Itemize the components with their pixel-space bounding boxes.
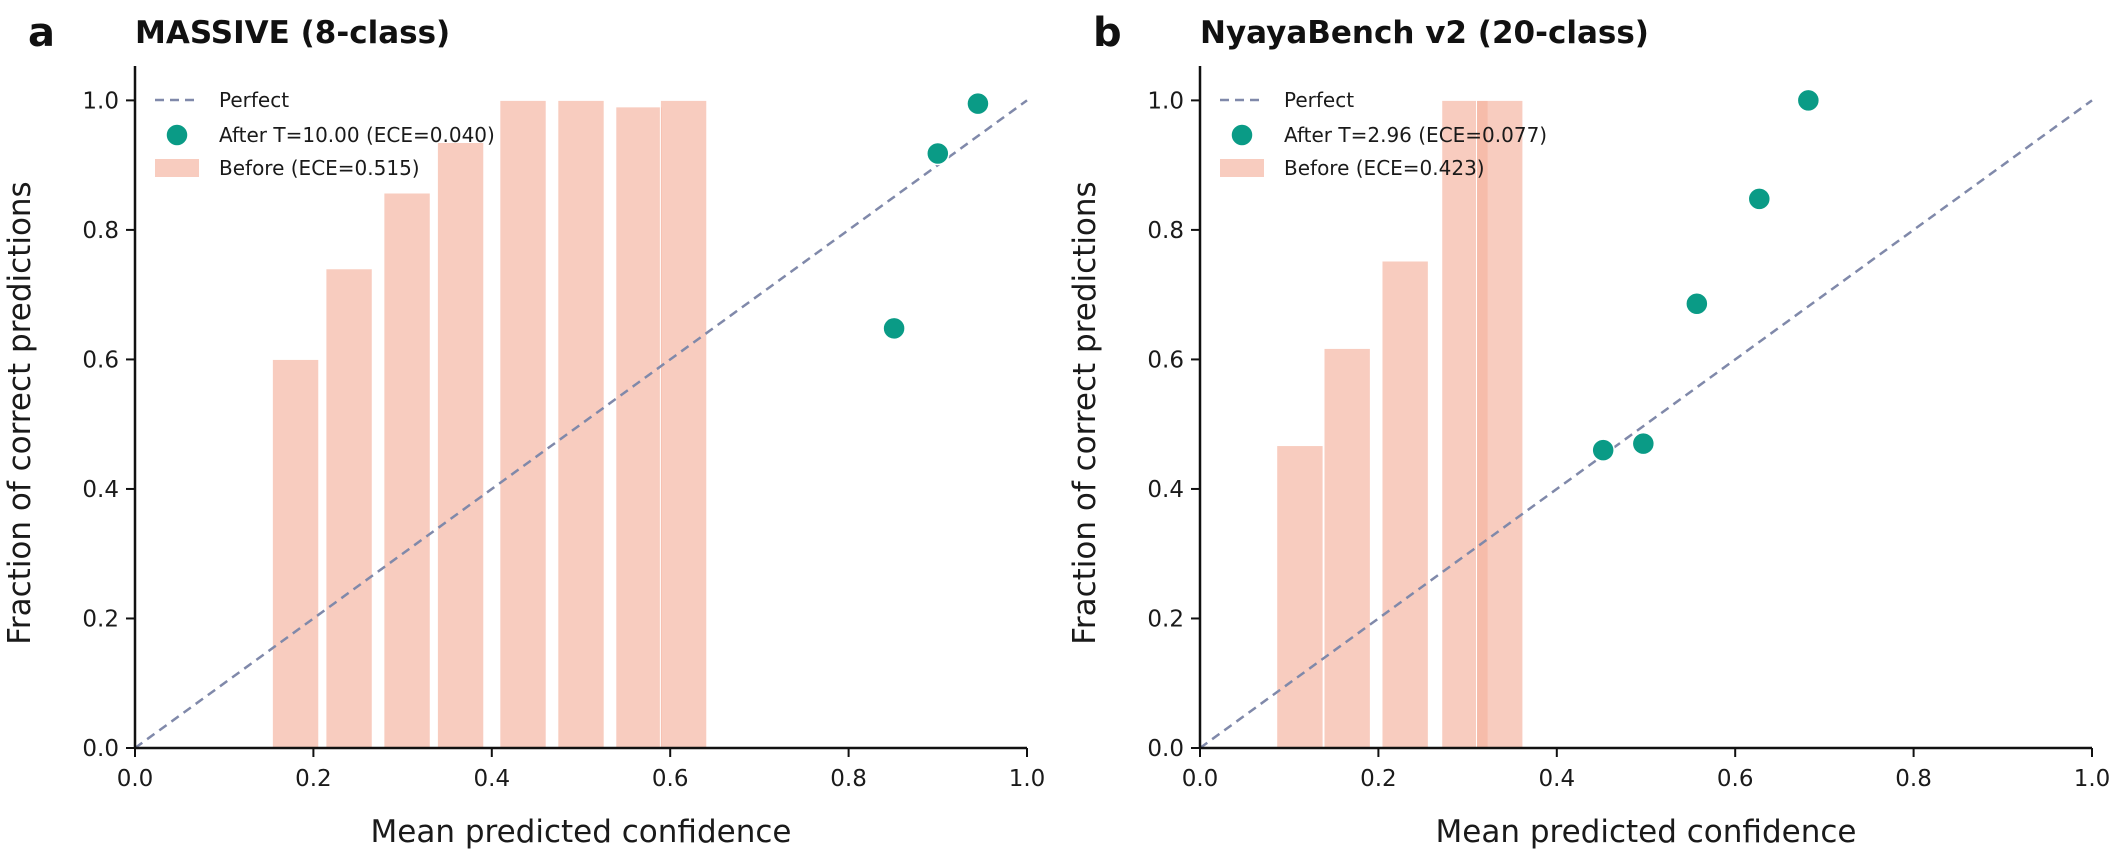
- before-bar-1: [1323, 347, 1371, 749]
- after-point-3: [1747, 187, 1772, 211]
- x-tick-label-4: 0.8: [1895, 766, 1932, 792]
- legend-before-swatch: [1220, 159, 1264, 177]
- legend-before-label: Before (ECE=0.515): [219, 156, 420, 180]
- before-bar-0: [271, 358, 320, 749]
- before-bar-5: [557, 99, 605, 749]
- before-bar-1: [325, 268, 373, 749]
- x-tick-label-2: 0.4: [474, 766, 511, 792]
- y-tick-label-5: 1.0: [82, 88, 119, 114]
- x-tick-label-5: 1.0: [1009, 766, 1046, 792]
- x-tick-label-5: 1.0: [2074, 766, 2111, 792]
- panel-b: b NyayaBench v2 (20-class) 0.0 0.2 0.4 0.6 0…: [1067, 10, 2110, 850]
- before-bar-3: [436, 141, 485, 749]
- y-axis-label: Fraction of correct predictions: [2, 181, 38, 644]
- x-tick-label-3: 0.6: [1717, 766, 1754, 792]
- before-bar-4: [1476, 99, 1524, 749]
- x-tick-label-1: 0.2: [295, 766, 332, 792]
- y-tick-label-4: 0.8: [82, 218, 119, 244]
- panel-letter-a: a: [28, 10, 55, 56]
- y-axis-label: Fraction of correct predictions: [1067, 181, 1103, 644]
- panel-a-plot: 0.0 0.2 0.4 0.6 0.8 1.0 0.0 0.2 0.4 0.6 0.8 1.0 Mean…: [2, 66, 1045, 850]
- y-tick-label-3: 0.6: [1147, 347, 1184, 373]
- before-bar-4: [499, 99, 547, 749]
- y-tick-label-4: 0.8: [1147, 218, 1184, 244]
- legend-after-swatch: [1230, 123, 1254, 147]
- y-tick-label-1: 0.2: [1147, 606, 1184, 632]
- perfect-line: [1199, 99, 2093, 750]
- before-bar-2: [1381, 260, 1429, 749]
- after-point-0: [882, 316, 906, 341]
- y-tick-label-2: 0.4: [82, 477, 119, 503]
- panel-letter-b: b: [1093, 10, 1122, 56]
- x-tick-label-3: 0.6: [652, 766, 689, 792]
- panel-title-b: NyayaBench v2 (20-class): [1200, 15, 1649, 51]
- y-tick-label-5: 1.0: [1147, 88, 1184, 114]
- after-point-4: [1796, 88, 1821, 113]
- after-point-2: [1685, 291, 1709, 316]
- y-tick-label-0: 0.0: [1147, 736, 1184, 762]
- legend-perfect-label: Perfect: [1284, 88, 1354, 112]
- legend-before-swatch: [155, 159, 199, 177]
- x-axis-label: Mean predicted confidence: [371, 814, 792, 850]
- x-tick-label-2: 0.4: [1539, 766, 1576, 792]
- after-point-1: [1631, 431, 1656, 456]
- y-tick-label-2: 0.4: [1147, 477, 1184, 503]
- x-tick-label-1: 0.2: [1360, 766, 1397, 792]
- legend-perfect-label: Perfect: [219, 88, 289, 112]
- before-bar-0: [1276, 445, 1324, 749]
- x-tick-label-0: 0.0: [117, 766, 154, 792]
- y-tick-label-3: 0.6: [82, 347, 119, 373]
- legend-after-label: After T=2.96 (ECE=0.077): [1284, 123, 1547, 147]
- panel-b-plot: 0.0 0.2 0.4 0.6 0.8 1.0 0.0 0.2 0.4 0.6 0.8 1.0 Mean…: [1067, 66, 2110, 850]
- legend-after-swatch: [165, 123, 189, 147]
- x-tick-label-4: 0.8: [830, 766, 867, 792]
- before-bar-2: [383, 192, 431, 749]
- panel-a: a MASSIVE (8-class) 0.0 0.2 0.4 0.6 0.8 1.00.…: [2, 10, 1045, 850]
- perfect-line: [134, 99, 1028, 750]
- y-tick-label-0: 0.0: [82, 736, 119, 762]
- legend-after-label: After T=10.00 (ECE=0.040): [219, 123, 495, 147]
- legend-before-label: Before (ECE=0.423): [1284, 156, 1485, 180]
- x-tick-label-0: 0.0: [1182, 766, 1219, 792]
- before-bar-6: [615, 106, 663, 749]
- after-point-0: [1591, 438, 1615, 462]
- before-bar-7: [659, 99, 708, 749]
- y-tick-label-1: 0.2: [82, 606, 119, 632]
- after-point-1: [926, 141, 950, 166]
- after-point-2: [966, 91, 990, 116]
- panel-title-a: MASSIVE (8-class): [135, 15, 450, 51]
- x-axis-label: Mean predicted confidence: [1436, 814, 1857, 850]
